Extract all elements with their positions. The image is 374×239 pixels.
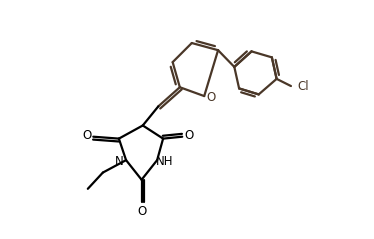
Text: N: N [115, 155, 124, 168]
Text: NH: NH [156, 155, 173, 168]
Text: Cl: Cl [297, 80, 309, 92]
Text: O: O [184, 129, 193, 142]
Text: O: O [82, 129, 91, 142]
Text: O: O [206, 91, 215, 104]
Text: O: O [137, 205, 146, 217]
